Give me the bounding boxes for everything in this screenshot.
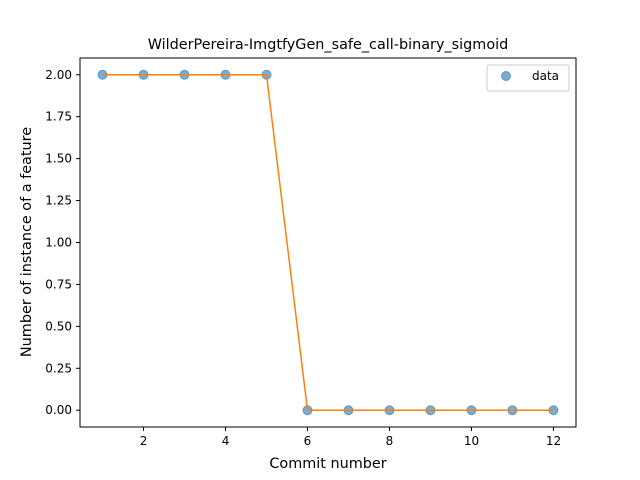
y-tick-label: 1.25 xyxy=(45,194,72,208)
x-axis: 2 4 6 8 10 12 xyxy=(140,427,561,448)
y-tick-label: 0.25 xyxy=(45,361,72,375)
x-axis-label: Commit number xyxy=(269,456,386,472)
x-tick-label: 2 xyxy=(140,434,148,448)
x-tick-label: 10 xyxy=(464,434,479,448)
y-tick-label: 1.00 xyxy=(45,236,72,250)
series-line xyxy=(102,74,554,411)
chart-title: WilderPereira-ImgtfyGen_safe_call-binary… xyxy=(148,37,509,53)
x-tick-label: 6 xyxy=(304,434,312,448)
series-layer xyxy=(97,69,559,416)
y-tick-label: 2.00 xyxy=(45,68,72,82)
y-tick-label: 0.50 xyxy=(45,319,72,333)
y-axis: 0.00 0.25 0.50 0.75 1.00 1.25 1.50 1.75 2.00 xyxy=(45,68,80,417)
y-tick-label: 0.00 xyxy=(45,403,72,417)
x-tick-label: 8 xyxy=(386,434,394,448)
y-axis-label: Number of instance of a feature xyxy=(19,127,35,357)
x-tick-label: 12 xyxy=(546,434,561,448)
y-tick-label: 1.75 xyxy=(45,110,72,124)
y-tick-label: 1.50 xyxy=(45,152,72,166)
x-tick-label: 4 xyxy=(222,434,230,448)
legend-label-data: data xyxy=(532,69,559,83)
y-tick-label: 0.75 xyxy=(45,277,72,291)
legend-marker xyxy=(501,71,511,81)
plot-frame xyxy=(79,57,577,428)
plot-area xyxy=(79,57,577,428)
legend: data xyxy=(486,64,570,92)
